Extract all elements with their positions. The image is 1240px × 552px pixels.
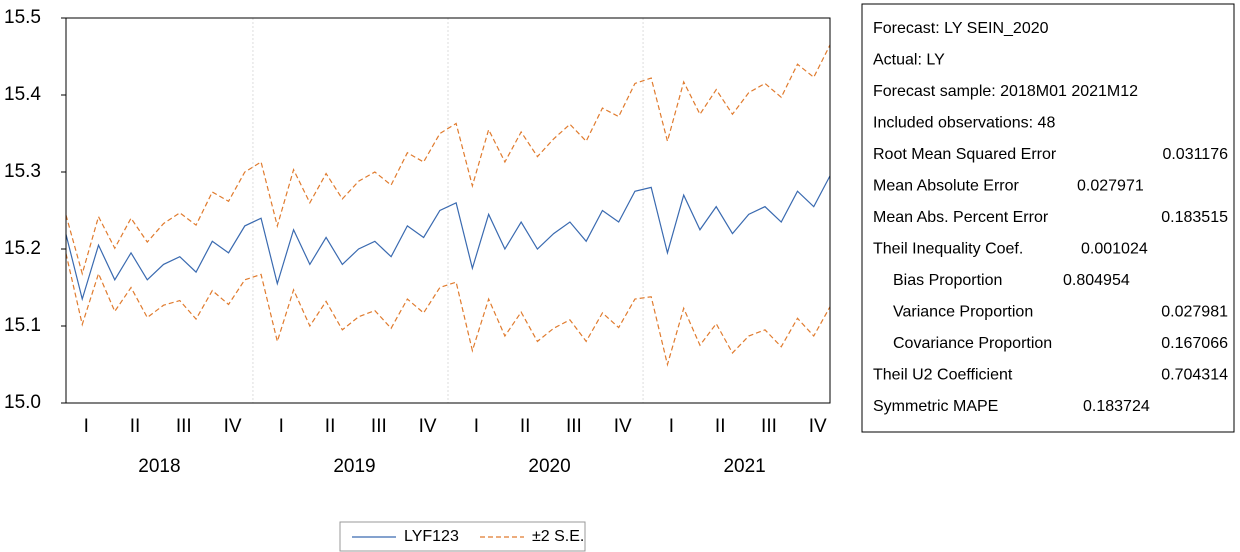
y-tick-label: 15.5: [4, 7, 41, 28]
x-tick-label: II: [715, 416, 726, 437]
year-label: 2021: [723, 456, 765, 477]
x-tick-label: IV: [809, 416, 827, 437]
x-tick-label: I: [474, 416, 479, 437]
stats-label: Bias Proportion: [893, 272, 1002, 289]
year-label: 2018: [138, 456, 180, 477]
x-tick-label: I: [279, 416, 284, 437]
stats-value: 0.704314: [1161, 367, 1228, 384]
x-tick-label: II: [520, 416, 531, 437]
stats-header: Actual: LY: [873, 52, 945, 69]
stats-value: 0.031176: [1162, 146, 1228, 163]
series-line: [65, 44, 831, 276]
stats-label: Mean Abs. Percent Error: [873, 209, 1049, 226]
x-tick-label: IV: [614, 416, 632, 437]
y-tick-label: 15.1: [4, 315, 41, 336]
stats-label: Variance Proportion: [893, 304, 1033, 321]
series-line-lower: [65, 253, 831, 367]
stats-box: [861, 3, 1235, 433]
stats-label: Root Mean Squared Error: [873, 146, 1057, 163]
series-line: [65, 175, 831, 302]
x-tick-label: III: [761, 416, 777, 437]
stats-label: Theil U2 Coefficient: [873, 367, 1013, 384]
stats-value: 0.183724: [1083, 398, 1150, 415]
stats-label: Symmetric MAPE: [873, 398, 998, 415]
plot-frame: [65, 17, 831, 404]
stats-header: Forecast: LY SEIN_2020: [873, 20, 1049, 37]
stats-header: Included observations: 48: [873, 115, 1055, 132]
x-tick-label: II: [130, 416, 141, 437]
stats-value: 0.804954: [1063, 272, 1130, 289]
y-tick-label: 15.2: [4, 238, 41, 259]
stats-value: 0.183515: [1161, 209, 1228, 226]
x-tick-label: III: [566, 416, 582, 437]
legend-label: LYF123: [404, 528, 459, 545]
stats-label: Theil Inequality Coef.: [873, 241, 1023, 258]
x-tick-label: III: [371, 416, 387, 437]
stats-label: Covariance Proportion: [893, 335, 1052, 352]
x-tick-label: I: [84, 416, 89, 437]
legend-label: ±2 S.E.: [532, 528, 584, 545]
stats-value: 0.027981: [1161, 304, 1228, 321]
x-tick-label: III: [176, 416, 192, 437]
y-tick-label: 15.4: [4, 84, 41, 105]
year-label: 2019: [333, 456, 375, 477]
stats-value: 0.167066: [1161, 335, 1228, 352]
x-tick-label: IV: [224, 416, 242, 437]
x-tick-label: I: [669, 416, 674, 437]
y-tick-label: 15.0: [4, 392, 41, 413]
year-label: 2020: [528, 456, 570, 477]
x-tick-label: II: [325, 416, 336, 437]
stats-value: 0.001024: [1081, 241, 1148, 258]
stats-label: Mean Absolute Error: [873, 178, 1020, 195]
stats-header: Forecast sample: 2018M01 2021M12: [873, 83, 1138, 100]
x-tick-label: IV: [419, 416, 437, 437]
stats-value: 0.027971: [1077, 178, 1144, 195]
y-tick-label: 15.3: [4, 161, 41, 182]
